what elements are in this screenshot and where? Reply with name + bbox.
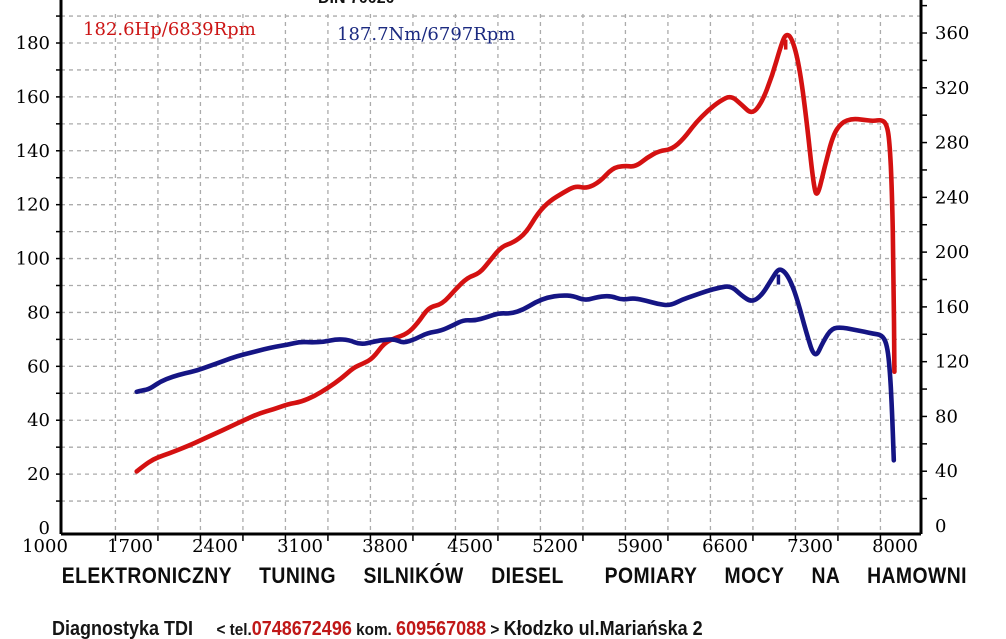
dyno-chart: 1000 1700 2400 3100 3800 4500 5200 5900 6600 7300…	[16, 0, 969, 557]
tel-number: 0748672496	[251, 618, 352, 639]
svg-text:5900: 5900	[617, 536, 663, 557]
footer-banner: ELEKTRONICZNY TUNING SILNIKÓW DIESEL POM…	[0, 563, 1006, 589]
svg-text:240: 240	[935, 187, 969, 208]
svg-text:40: 40	[27, 410, 50, 431]
torque-peak-annotation: 187.7Nm/6797Rpm	[337, 24, 516, 45]
svg-text:80: 80	[27, 302, 50, 323]
svg-text:200: 200	[935, 242, 969, 263]
chart-area: 1000 1700 2400 3100 3800 4500 5200 5900 6600 7300…	[16, 0, 969, 557]
kom-number: 609567088	[396, 618, 487, 639]
svg-text:7300: 7300	[787, 536, 833, 557]
svg-text:0: 0	[39, 518, 50, 539]
svg-text:320: 320	[935, 78, 969, 99]
footer-contact-inner: Diagnostyka TDI < tel.0748672496 kom. 609…	[28, 600, 703, 639]
svg-text:6600: 6600	[702, 536, 748, 557]
svg-text:120: 120	[16, 195, 50, 216]
svg-text:360: 360	[935, 23, 969, 44]
svg-text:1700: 1700	[107, 536, 153, 557]
kom-label: kom.	[351, 620, 397, 639]
address-text: Kłodzko ul.Mariańska 2	[503, 618, 703, 639]
svg-text:1000: 1000	[22, 536, 68, 557]
svg-text:8000: 8000	[872, 536, 918, 557]
test-standard-label: DIN 70020	[318, 0, 395, 8]
svg-text:4500: 4500	[447, 536, 493, 557]
svg-text:0: 0	[935, 516, 946, 537]
svg-text:20: 20	[27, 464, 50, 485]
svg-text:60: 60	[27, 356, 50, 377]
svg-text:3800: 3800	[362, 536, 408, 557]
svg-text:3100: 3100	[277, 536, 323, 557]
svg-text:5200: 5200	[532, 536, 578, 557]
power-peak-annotation: 182.6Hp/6839Rpm	[83, 19, 256, 40]
tel-label: < tel.	[216, 620, 252, 639]
brand-name: Diagnostyka TDI	[52, 618, 194, 639]
svg-text:160: 160	[935, 297, 969, 318]
footer-banner-text: ELEKTRONICZNY TUNING SILNIKÓW DIESEL POM…	[61, 563, 967, 588]
svg-text:80: 80	[935, 406, 958, 427]
svg-text:100: 100	[16, 249, 50, 270]
svg-text:140: 140	[16, 141, 50, 162]
svg-text:180: 180	[16, 33, 50, 54]
footer-contact: Diagnostyka TDI < tel.0748672496 kom. 609…	[28, 600, 1006, 639]
svg-text:280: 280	[935, 133, 969, 154]
svg-text:160: 160	[16, 87, 50, 108]
svg-text:40: 40	[935, 461, 958, 482]
separator-text: >	[486, 620, 504, 639]
svg-text:120: 120	[935, 352, 969, 373]
svg-text:2400: 2400	[192, 536, 238, 557]
